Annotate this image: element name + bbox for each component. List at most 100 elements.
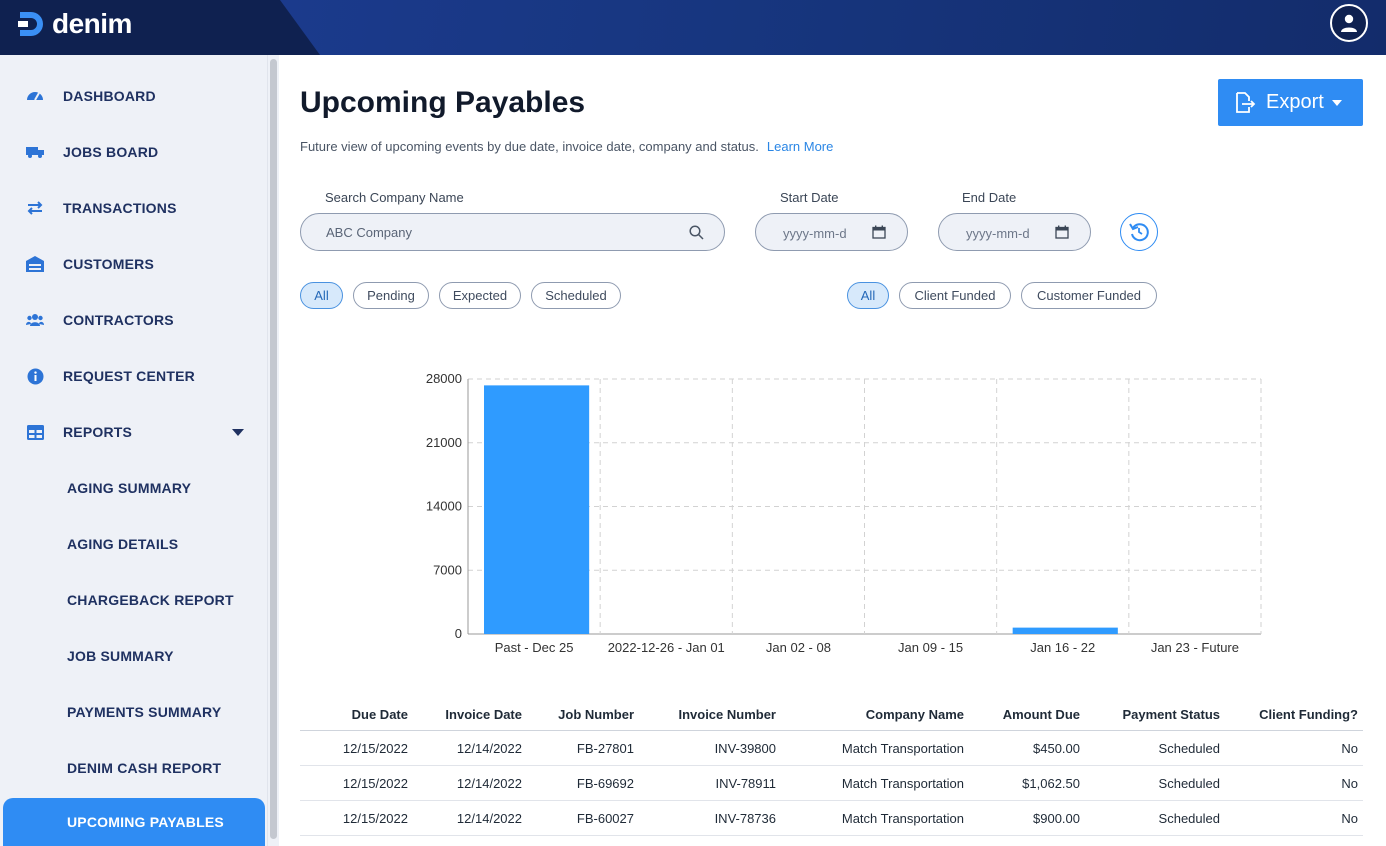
table-cell: No — [1341, 740, 1358, 756]
sidebar-scrollbar[interactable] — [267, 55, 279, 846]
sidebar-item-dashboard[interactable]: DASHBOARD — [0, 68, 267, 124]
learn-more-link[interactable]: Learn More — [766, 139, 834, 154]
table-cell: No — [1341, 775, 1358, 791]
calendar-icon[interactable] — [1055, 225, 1069, 239]
sidebar-item-denim-cash-report[interactable]: DENIM CASH REPORT — [67, 760, 222, 776]
sidebar-item-request-center[interactable]: REQUEST CENTER — [0, 348, 267, 404]
logo[interactable]: denim — [16, 8, 132, 40]
payables-bar-chart: 0 7000 14000 21000 28000 Past - Dec 25 2022-12… — [426, 371, 1262, 655]
reset-filters-button[interactable] — [1120, 213, 1158, 251]
user-icon — [1341, 14, 1357, 32]
bar — [1012, 627, 1118, 634]
scrollbar-thumb[interactable] — [270, 59, 277, 839]
table-row: 12/15/2022 12/14/2022 FB-27801 INV-39800 Mat… — [300, 731, 1363, 766]
calendar-icon[interactable] — [872, 225, 886, 239]
sidebar-item-contractors[interactable]: CONTRACTORS — [0, 292, 267, 348]
search-input[interactable]: ABC Company — [300, 213, 725, 251]
column-header: Due Date — [351, 707, 408, 722]
table-cell: FB-27801 — [576, 740, 634, 756]
table-cell: $1,062.50 — [1022, 775, 1080, 791]
table-cell: Match Transportation — [841, 740, 964, 756]
table-cell: 12/15/2022 — [342, 775, 408, 791]
table-cell: No — [1341, 810, 1358, 826]
y-tick-label: 14000 — [426, 499, 462, 514]
profile-button[interactable] — [1330, 4, 1368, 42]
sidebar-item-aging-details[interactable]: AGING DETAILS — [67, 536, 179, 552]
sidebar-item-aging-summary[interactable]: AGING SUMMARY — [67, 480, 192, 496]
table-cell: Match Transportation — [841, 810, 964, 826]
dashboard-icon — [26, 87, 44, 105]
table-cell: 12/15/2022 — [342, 740, 408, 756]
sidebar-item-upcoming-payables[interactable]: UPCOMING PAYABLES — [3, 798, 265, 846]
top-bar: denim — [0, 0, 1386, 55]
column-header: Amount Due — [1002, 707, 1080, 722]
sidebar-item-customers[interactable]: CUSTOMERS — [0, 236, 267, 292]
end-date-label: End Date — [962, 190, 1017, 205]
status-chip-all[interactable]: All — [300, 282, 343, 309]
y-tick-label: 21000 — [426, 435, 462, 450]
table-cell: 12/15/2022 — [342, 810, 408, 826]
table-icon — [26, 423, 44, 441]
sidebar-item-transactions[interactable]: TRANSACTIONS — [0, 180, 267, 236]
top-bar-accent — [280, 0, 1386, 55]
funding-chip-client-funded[interactable]: Client Funded — [899, 282, 1011, 309]
table-cell: INV-39800 — [714, 740, 776, 756]
bar — [484, 385, 590, 634]
column-header: Payment Status — [1122, 707, 1220, 722]
column-header: Company Name — [865, 707, 964, 722]
table-cell: $900.00 — [1033, 810, 1080, 826]
x-tick-label: Jan 16 - 22 — [1030, 640, 1095, 655]
x-tick-label: 2022-12-26 - Jan 01 — [608, 640, 725, 655]
y-tick-label: 7000 — [433, 562, 462, 577]
sidebar-item-reports[interactable]: REPORTS — [0, 404, 267, 460]
subtitle-text: Future view of upcoming events by due da… — [300, 139, 759, 154]
column-header: Invoice Number — [678, 707, 776, 722]
table-header-row: Due Date Invoice Date Job Number Invoice Nu… — [300, 700, 1363, 731]
table-cell: FB-60027 — [576, 810, 634, 826]
warehouse-icon — [26, 255, 44, 273]
table-cell: INV-78911 — [715, 775, 776, 791]
chevron-down-icon[interactable] — [232, 429, 244, 436]
sidebar-item-jobs-board[interactable]: JOBS BOARD — [0, 124, 267, 180]
search-label: Search Company Name — [325, 190, 464, 205]
info-icon — [26, 367, 44, 385]
column-header: Client Funding? — [1259, 707, 1358, 722]
payables-table: Due Date Invoice Date Job Number Invoice Nu… — [300, 700, 1363, 836]
column-header: Job Number — [558, 707, 634, 722]
y-tick-label: 28000 — [426, 371, 462, 386]
table-cell: Scheduled — [1158, 775, 1220, 791]
table-row: 12/15/2022 12/14/2022 FB-69692 INV-78911 Mat… — [300, 766, 1363, 801]
table-cell: FB-69692 — [576, 775, 634, 791]
export-label: Export — [1266, 91, 1324, 113]
end-date-input[interactable]: yyyy-mm-d — [938, 213, 1091, 251]
sidebar-item-job-summary[interactable]: JOB SUMMARY — [67, 648, 174, 664]
table-cell: 12/14/2022 — [456, 810, 522, 826]
page-title: Upcoming Payables — [300, 86, 586, 119]
status-chip-scheduled[interactable]: Scheduled — [531, 282, 621, 309]
status-chip-pending[interactable]: Pending — [353, 282, 429, 309]
x-tick-label: Jan 02 - 08 — [766, 640, 831, 655]
start-date-input[interactable]: yyyy-mm-d — [755, 213, 908, 251]
funding-chip-customer-funded[interactable]: Customer Funded — [1021, 282, 1157, 309]
funding-chip-all[interactable]: All — [847, 282, 889, 309]
sidebar: DASHBOARD JOBS BOARD TRANSACTIONS CUSTOM… — [0, 55, 267, 846]
x-tick-label: Jan 23 - Future — [1151, 640, 1239, 655]
reset-icon — [1129, 223, 1149, 242]
file-export-icon — [1236, 91, 1256, 113]
transfer-icon — [26, 199, 44, 217]
people-icon — [26, 311, 44, 329]
column-header: Invoice Date — [445, 707, 522, 722]
status-chip-expected[interactable]: Expected — [439, 282, 521, 309]
export-button[interactable]: Export — [1218, 79, 1363, 126]
table-cell: Scheduled — [1158, 810, 1220, 826]
sidebar-item-payments-summary[interactable]: PAYMENTS SUMMARY — [67, 704, 222, 720]
table-cell: Scheduled — [1158, 740, 1220, 756]
sidebar-item-chargeback-report[interactable]: CHARGEBACK REPORT — [67, 592, 234, 608]
dropdown-caret-icon — [1331, 99, 1342, 106]
truck-icon — [26, 143, 44, 161]
x-tick-label: Past - Dec 25 — [495, 640, 574, 655]
end-date-placeholder: yyyy-mm-d — [966, 226, 1030, 241]
table-cell: $450.00 — [1033, 740, 1080, 756]
y-tick-label: 0 — [455, 626, 462, 641]
search-icon[interactable] — [689, 225, 704, 240]
